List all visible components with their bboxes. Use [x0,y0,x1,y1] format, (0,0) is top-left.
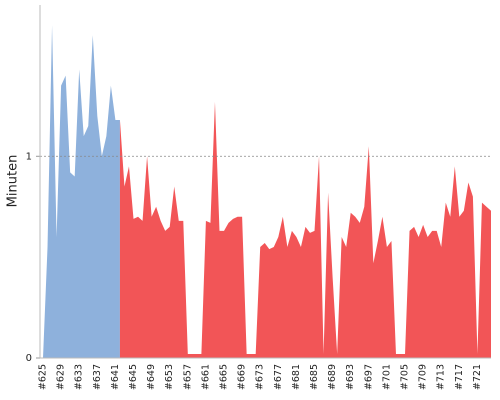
x-tick-label: #669 [237,364,248,390]
x-tick-label: #689 [327,364,338,390]
y-axis-label: Minuten [6,155,21,208]
x-tick-label: #701 [381,364,392,390]
x-tick-label: #625 [38,364,49,390]
x-tick-label: #673 [255,364,266,390]
area [119,101,491,358]
x-tick-label: #661 [200,364,211,390]
area [43,25,120,359]
x-tick-label: #653 [164,364,175,390]
y-tick-label: 1 [26,151,32,162]
x-tick-label: #665 [219,364,230,390]
x-tick-label: #697 [363,364,374,390]
x-tick-label: #677 [273,364,284,390]
x-tick-label: #693 [345,364,356,390]
x-tick-label: #717 [454,364,465,390]
x-tick-label: #681 [291,364,302,390]
x-tick-label: #685 [309,364,320,390]
y-tick-label: 0 [26,353,32,364]
x-tick-label: #705 [400,364,411,390]
x-tick-label: #721 [472,364,483,390]
x-tick-label: #641 [110,364,121,390]
x-tick-label: #629 [56,364,67,390]
x-tick-label: #657 [182,364,193,390]
x-tick-label: #713 [436,364,447,390]
x-tick-label: #637 [92,364,103,390]
x-tick-label: #633 [74,364,85,390]
x-tick-label: #649 [146,364,157,390]
x-tick-label: #709 [418,364,429,390]
x-tick-label: #645 [128,364,139,390]
